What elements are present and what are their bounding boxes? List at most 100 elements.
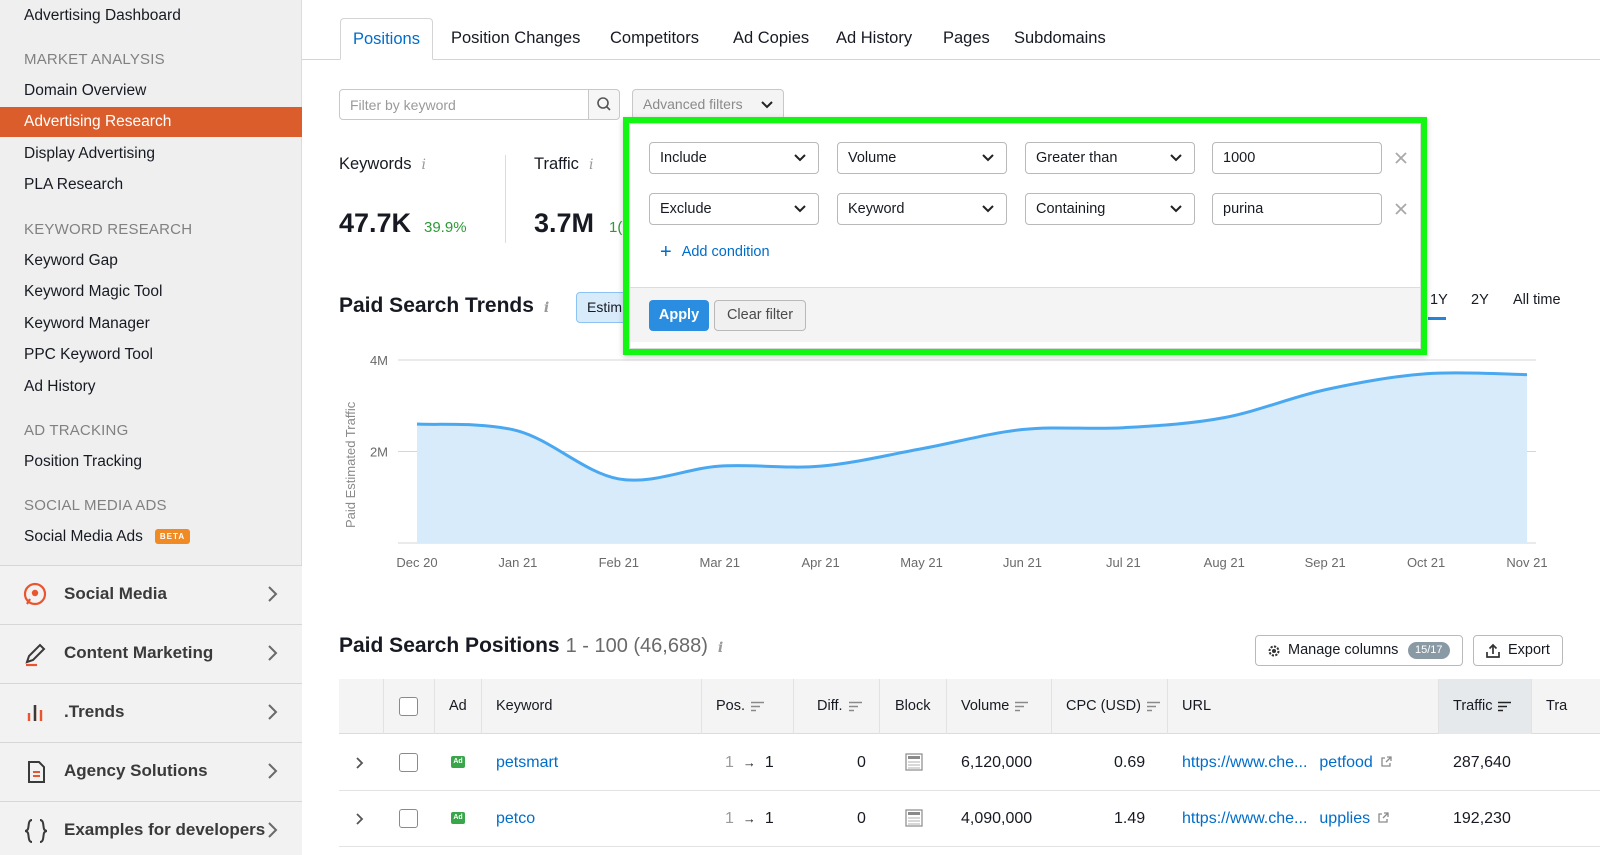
remove-condition-icon[interactable] [1393, 201, 1409, 217]
active-sort-column-bg [1439, 679, 1531, 734]
bar-chart-icon [27, 705, 43, 721]
export-button[interactable]: Export [1473, 635, 1563, 666]
row-checkbox[interactable] [399, 809, 418, 828]
sidebar-item-ad-history[interactable]: Ad History [24, 378, 96, 395]
column-header-traffic[interactable]: Traffic [1453, 679, 1512, 734]
tab-positions[interactable]: Positions [340, 18, 433, 60]
sidebar-item-display-advertising[interactable]: Display Advertising [24, 145, 155, 162]
sidebar-section-social-media[interactable]: Social Media [0, 565, 302, 624]
manage-columns-label: Manage columns [1288, 642, 1399, 658]
condition-1-mode-select[interactable]: Include [649, 142, 819, 174]
position-value: 1 → 1 [725, 754, 774, 771]
condition-2-mode-select[interactable]: Exclude [649, 193, 819, 225]
condition-1-operator-select[interactable]: Greater than [1025, 142, 1195, 174]
chart-x-tick-label: Jun 21 [1003, 555, 1042, 570]
traffic-value: 192,230 [1453, 810, 1511, 827]
chevron-right-icon [268, 645, 278, 661]
info-icon[interactable]: i [543, 300, 550, 316]
tab-ad-copies[interactable]: Ad Copies [733, 29, 810, 47]
chart-area-fill [417, 372, 1527, 543]
diff-value: 0 [857, 754, 866, 771]
sidebar-item-keyword-manager[interactable]: Keyword Manager [24, 315, 150, 332]
condition-2-value-input[interactable] [1212, 193, 1382, 225]
volume-value: 6,120,000 [961, 754, 1033, 771]
chart-x-tick-label: Jul 21 [1106, 555, 1141, 570]
condition-1-value-input[interactable] [1212, 142, 1382, 174]
sidebar-item-keyword-magic-tool[interactable]: Keyword Magic Tool [24, 283, 163, 300]
keyword-link[interactable]: petsmart [496, 754, 559, 771]
column-header-diff[interactable]: Diff. [817, 679, 862, 734]
url-tail: upplies [1319, 810, 1371, 827]
sidebar-section-agency-solutions[interactable]: Agency Solutions [0, 742, 302, 801]
trends-title-text: Paid Search Trends [339, 294, 534, 317]
range-1y[interactable]: 1Y [1430, 292, 1448, 308]
sidebar-item-keyword-gap[interactable]: Keyword Gap [24, 252, 118, 269]
column-header-pos[interactable]: Pos. [716, 679, 765, 734]
condition-1-field-select[interactable]: Volume [837, 142, 1007, 174]
expand-row-icon[interactable] [355, 756, 365, 770]
block-icon [905, 753, 923, 771]
info-icon[interactable]: i [588, 157, 594, 173]
sidebar-item-advertising-research[interactable]: Advertising Research [0, 107, 302, 137]
tab-pages[interactable]: Pages [943, 29, 990, 47]
table-row[interactable]: Ad petsmart 1 → 1 0 6,120,000 0.69 https:/… [339, 735, 1600, 791]
url-text: https://www.che... [1182, 810, 1308, 827]
sidebar-group-market-analysis: MARKET ANALYSIS [24, 51, 165, 68]
column-header-ad[interactable]: Ad [449, 698, 467, 714]
tab-position-changes[interactable]: Position Changes [451, 29, 581, 47]
manage-columns-button[interactable]: Manage columns 15/17 [1255, 635, 1463, 666]
chevron-right-icon [268, 822, 278, 838]
traffic-metric-change: 1( [609, 219, 623, 236]
column-header-traffic-pct[interactable]: Tra [1546, 698, 1568, 714]
column-header-keyword[interactable]: Keyword [496, 698, 553, 714]
add-condition-label: Add condition [681, 244, 770, 260]
sidebar-item-pla-research[interactable]: PLA Research [24, 176, 124, 193]
sidebar-section-examples-for-developers[interactable]: Examples for developers [0, 801, 302, 855]
column-header-url[interactable]: URL [1182, 698, 1212, 714]
tab-competitors[interactable]: Competitors [610, 29, 699, 47]
url-link[interactable]: https://www.che... upplies [1182, 791, 1389, 847]
ad-icon: Ad [451, 812, 465, 824]
keyword-filter-input[interactable] [339, 89, 589, 120]
table-row[interactable]: Ad petco 1 → 1 0 4,090,000 1.49 https://ww… [339, 791, 1600, 847]
position-to: 1 [764, 754, 774, 771]
column-header-label: Volume [961, 698, 1010, 714]
range-2y[interactable]: 2Y [1471, 292, 1489, 308]
cpc-value: 1.49 [1114, 810, 1146, 827]
add-condition-link[interactable]: + Add condition [660, 241, 770, 264]
column-header-block[interactable]: Block [895, 698, 931, 714]
sidebar-item-social-media-ads[interactable]: Social Media Ads BETA [0, 522, 302, 552]
info-icon[interactable]: i [421, 157, 426, 173]
paid-search-trends-chart: 4M 2M Dec 20 Jan 21 Feb 21 Mar 21 Apr 21 May 2… [343, 353, 1548, 570]
keyword-link[interactable]: petco [496, 810, 536, 827]
apply-button[interactable]: Apply [649, 300, 709, 331]
sidebar-section-content-marketing[interactable]: Content Marketing [0, 624, 302, 683]
sidebar-item-domain-overview[interactable]: Domain Overview [24, 82, 147, 99]
remove-condition-icon[interactable] [1393, 150, 1409, 166]
chart-y-axis-label: Paid Estimated Traffic [343, 401, 358, 528]
condition-2-field-select[interactable]: Keyword [837, 193, 1007, 225]
sidebar-section-trends[interactable]: .Trends [0, 683, 302, 742]
sidebar-item-ppc-keyword-tool[interactable]: PPC Keyword Tool [24, 346, 153, 363]
clear-filter-button[interactable]: Clear filter [714, 300, 806, 331]
chevron-up-icon [761, 101, 773, 109]
advanced-filters-dropdown[interactable]: Advanced filters [632, 89, 784, 120]
sidebar-item-position-tracking[interactable]: Position Tracking [24, 453, 143, 470]
column-header-volume[interactable]: Volume [961, 679, 1029, 734]
position-to: 1 [764, 810, 774, 827]
ad-icon: Ad [451, 756, 465, 768]
url-link[interactable]: https://www.che... petfood [1182, 735, 1392, 791]
expand-row-icon[interactable] [355, 812, 365, 826]
range-all-time[interactable]: All time [1513, 292, 1561, 308]
row-checkbox[interactable] [399, 753, 418, 772]
select-value: Exclude [660, 201, 712, 217]
condition-2-operator-select[interactable]: Containing [1025, 193, 1195, 225]
tab-ad-history[interactable]: Ad History [836, 29, 913, 47]
info-icon[interactable]: i [717, 640, 724, 656]
sidebar-group-ad-tracking: AD TRACKING [24, 422, 129, 439]
column-header-cpc[interactable]: CPC (USD) [1066, 679, 1160, 734]
select-all-checkbox[interactable] [399, 697, 418, 716]
sidebar-item-advertising-dashboard[interactable]: Advertising Dashboard [24, 7, 181, 24]
search-button[interactable] [588, 89, 620, 120]
tab-subdomains[interactable]: Subdomains [1014, 29, 1106, 47]
